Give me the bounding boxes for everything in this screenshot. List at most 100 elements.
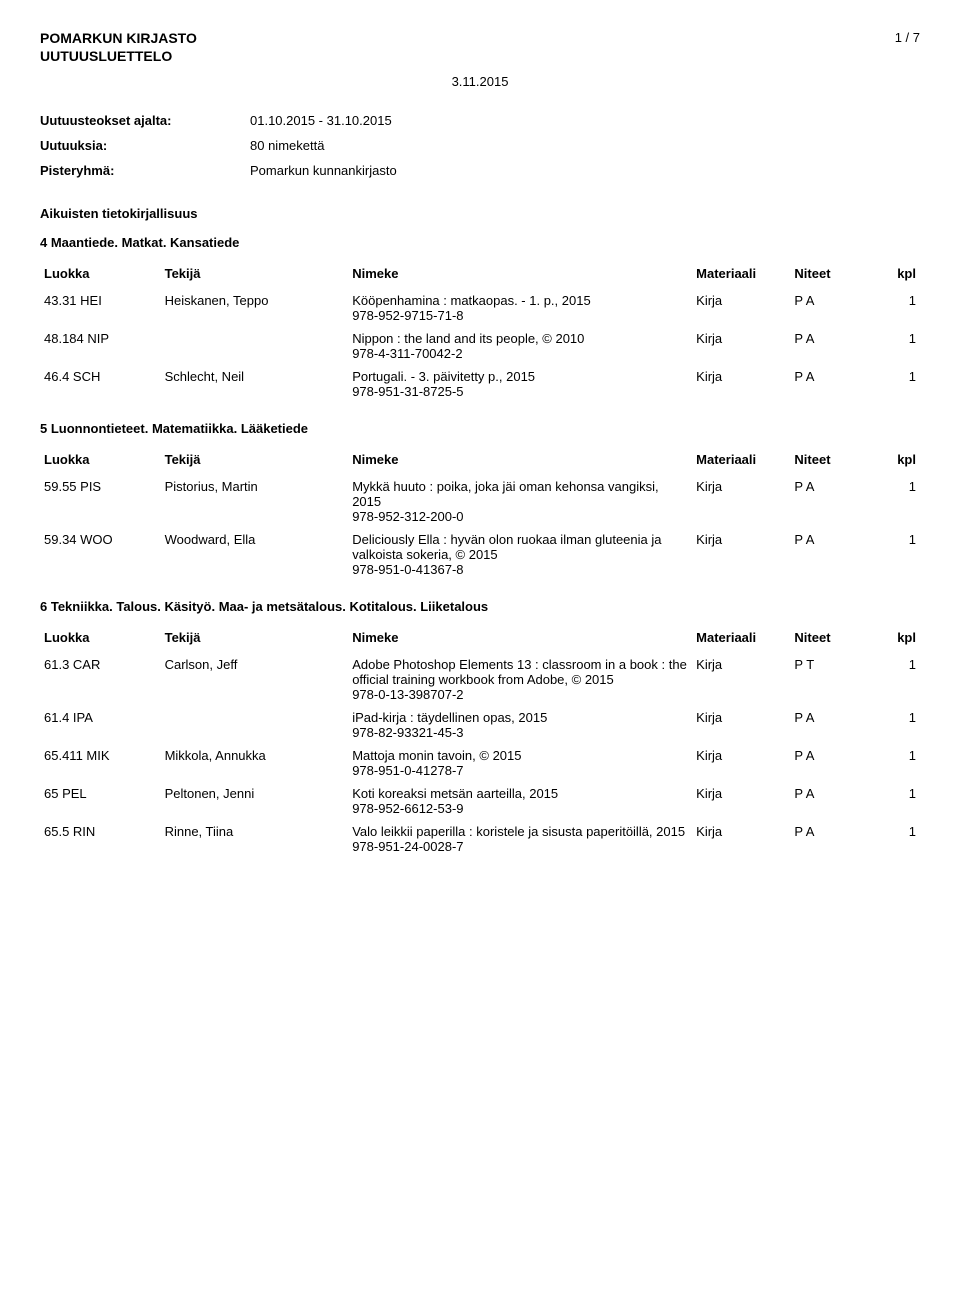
meta-value-count: 80 nimekettä	[250, 138, 324, 153]
cell-kpl: 1	[866, 706, 920, 744]
cell-materiaali: Kirja	[692, 327, 790, 365]
cell-materiaali: Kirja	[692, 706, 790, 744]
table-row: 65.5 RINRinne, TiinaValo leikkii paperil…	[40, 820, 920, 858]
cell-kpl: 1	[866, 528, 920, 581]
data-table: LuokkaTekijäNimekeMateriaaliNiteetkpl59.…	[40, 448, 920, 581]
table-row: 61.4 IPA iPad-kirja : täydellinen opas, 2…	[40, 706, 920, 744]
col-header-niteet: Niteet	[790, 448, 866, 475]
meta-value-range: 01.10.2015 - 31.10.2015	[250, 113, 392, 128]
cell-luokka: 61.4 IPA	[40, 706, 161, 744]
table-row: 59.55 PISPistorius, MartinMykkä huuto : …	[40, 475, 920, 528]
cell-luokka: 61.3 CAR	[40, 653, 161, 706]
cell-niteet: P A	[790, 782, 866, 820]
table-row: 61.3 CARCarlson, JeffAdobe Photoshop Ele…	[40, 653, 920, 706]
cell-nimeke: Nippon : the land and its people, © 2010…	[348, 327, 692, 365]
cell-materiaali: Kirja	[692, 653, 790, 706]
cell-niteet: P A	[790, 289, 866, 327]
cell-niteet: P A	[790, 475, 866, 528]
cell-niteet: P A	[790, 744, 866, 782]
data-table: LuokkaTekijäNimekeMateriaaliNiteetkpl61.…	[40, 626, 920, 858]
cell-tekija	[161, 706, 349, 744]
cell-kpl: 1	[866, 744, 920, 782]
cell-tekija: Pistorius, Martin	[161, 475, 349, 528]
cell-luokka: 65 PEL	[40, 782, 161, 820]
cell-nimeke: Kööpenhamina : matkaopas. - 1. p., 2015 …	[348, 289, 692, 327]
cell-niteet: P A	[790, 327, 866, 365]
subsection-title: 5 Luonnontieteet. Matematiikka. Lääketie…	[40, 421, 920, 436]
subsection-title: 4 Maantiede. Matkat. Kansatiede	[40, 235, 920, 250]
doc-subtitle: UUTUUSLUETTELO	[40, 48, 920, 64]
cell-tekija: Peltonen, Jenni	[161, 782, 349, 820]
cell-kpl: 1	[866, 365, 920, 403]
cell-luokka: 59.55 PIS	[40, 475, 161, 528]
data-table: LuokkaTekijäNimekeMateriaaliNiteetkpl43.…	[40, 262, 920, 403]
table-row: 65 PELPeltonen, JenniKoti koreaksi metsä…	[40, 782, 920, 820]
meta-label-range: Uutuusteokset ajalta:	[40, 113, 250, 128]
cell-kpl: 1	[866, 327, 920, 365]
cell-materiaali: Kirja	[692, 289, 790, 327]
doc-title: POMARKUN KIRJASTO	[40, 30, 920, 46]
meta-label-count: Uutuuksia:	[40, 138, 250, 153]
col-header-nimeke: Nimeke	[348, 448, 692, 475]
col-header-nimeke: Nimeke	[348, 626, 692, 653]
cell-luokka: 46.4 SCH	[40, 365, 161, 403]
cell-luokka: 43.31 HEI	[40, 289, 161, 327]
cell-nimeke: Adobe Photoshop Elements 13 : classroom …	[348, 653, 692, 706]
cell-luokka: 48.184 NIP	[40, 327, 161, 365]
col-header-nimeke: Nimeke	[348, 262, 692, 289]
cell-materiaali: Kirja	[692, 782, 790, 820]
cell-materiaali: Kirja	[692, 365, 790, 403]
doc-date: 3.11.2015	[40, 74, 920, 89]
cell-tekija: Woodward, Ella	[161, 528, 349, 581]
page-number: 1 / 7	[895, 30, 920, 45]
table-row: 48.184 NIP Nippon : the land and its peop…	[40, 327, 920, 365]
cell-nimeke: Deliciously Ella : hyvän olon ruokaa ilm…	[348, 528, 692, 581]
cell-nimeke: Koti koreaksi metsän aarteilla, 2015 978…	[348, 782, 692, 820]
cell-luokka: 59.34 WOO	[40, 528, 161, 581]
col-header-tekija: Tekijä	[161, 448, 349, 475]
cell-tekija: Rinne, Tiina	[161, 820, 349, 858]
col-header-kpl: kpl	[866, 262, 920, 289]
cell-luokka: 65.5 RIN	[40, 820, 161, 858]
section-title: Aikuisten tietokirjallisuus	[40, 206, 920, 221]
subsection-title: 6 Tekniikka. Talous. Käsityö. Maa- ja me…	[40, 599, 920, 614]
cell-tekija	[161, 327, 349, 365]
meta-label-group: Pisteryhmä:	[40, 163, 250, 178]
cell-niteet: P A	[790, 365, 866, 403]
cell-materiaali: Kirja	[692, 744, 790, 782]
col-header-luokka: Luokka	[40, 626, 161, 653]
col-header-tekija: Tekijä	[161, 626, 349, 653]
cell-niteet: P A	[790, 528, 866, 581]
cell-tekija: Mikkola, Annukka	[161, 744, 349, 782]
col-header-kpl: kpl	[866, 626, 920, 653]
col-header-materiaali: Materiaali	[692, 626, 790, 653]
cell-kpl: 1	[866, 653, 920, 706]
cell-tekija: Heiskanen, Teppo	[161, 289, 349, 327]
col-header-luokka: Luokka	[40, 262, 161, 289]
col-header-tekija: Tekijä	[161, 262, 349, 289]
cell-nimeke: Portugali. - 3. päivitetty p., 2015 978-…	[348, 365, 692, 403]
cell-kpl: 1	[866, 820, 920, 858]
table-row: 59.34 WOOWoodward, EllaDeliciously Ella …	[40, 528, 920, 581]
col-header-niteet: Niteet	[790, 626, 866, 653]
cell-nimeke: Valo leikkii paperilla : koristele ja si…	[348, 820, 692, 858]
cell-niteet: P A	[790, 706, 866, 744]
cell-niteet: P T	[790, 653, 866, 706]
cell-nimeke: Mykkä huuto : poika, joka jäi oman kehon…	[348, 475, 692, 528]
cell-nimeke: iPad-kirja : täydellinen opas, 2015 978-…	[348, 706, 692, 744]
col-header-materiaali: Materiaali	[692, 448, 790, 475]
cell-kpl: 1	[866, 289, 920, 327]
meta-value-group: Pomarkun kunnankirjasto	[250, 163, 397, 178]
cell-tekija: Schlecht, Neil	[161, 365, 349, 403]
cell-materiaali: Kirja	[692, 820, 790, 858]
col-header-materiaali: Materiaali	[692, 262, 790, 289]
cell-materiaali: Kirja	[692, 528, 790, 581]
table-row: 46.4 SCHSchlecht, NeilPortugali. - 3. pä…	[40, 365, 920, 403]
cell-nimeke: Mattoja monin tavoin, © 2015 978-951-0-4…	[348, 744, 692, 782]
cell-materiaali: Kirja	[692, 475, 790, 528]
cell-luokka: 65.411 MIK	[40, 744, 161, 782]
cell-niteet: P A	[790, 820, 866, 858]
col-header-kpl: kpl	[866, 448, 920, 475]
cell-kpl: 1	[866, 475, 920, 528]
col-header-luokka: Luokka	[40, 448, 161, 475]
